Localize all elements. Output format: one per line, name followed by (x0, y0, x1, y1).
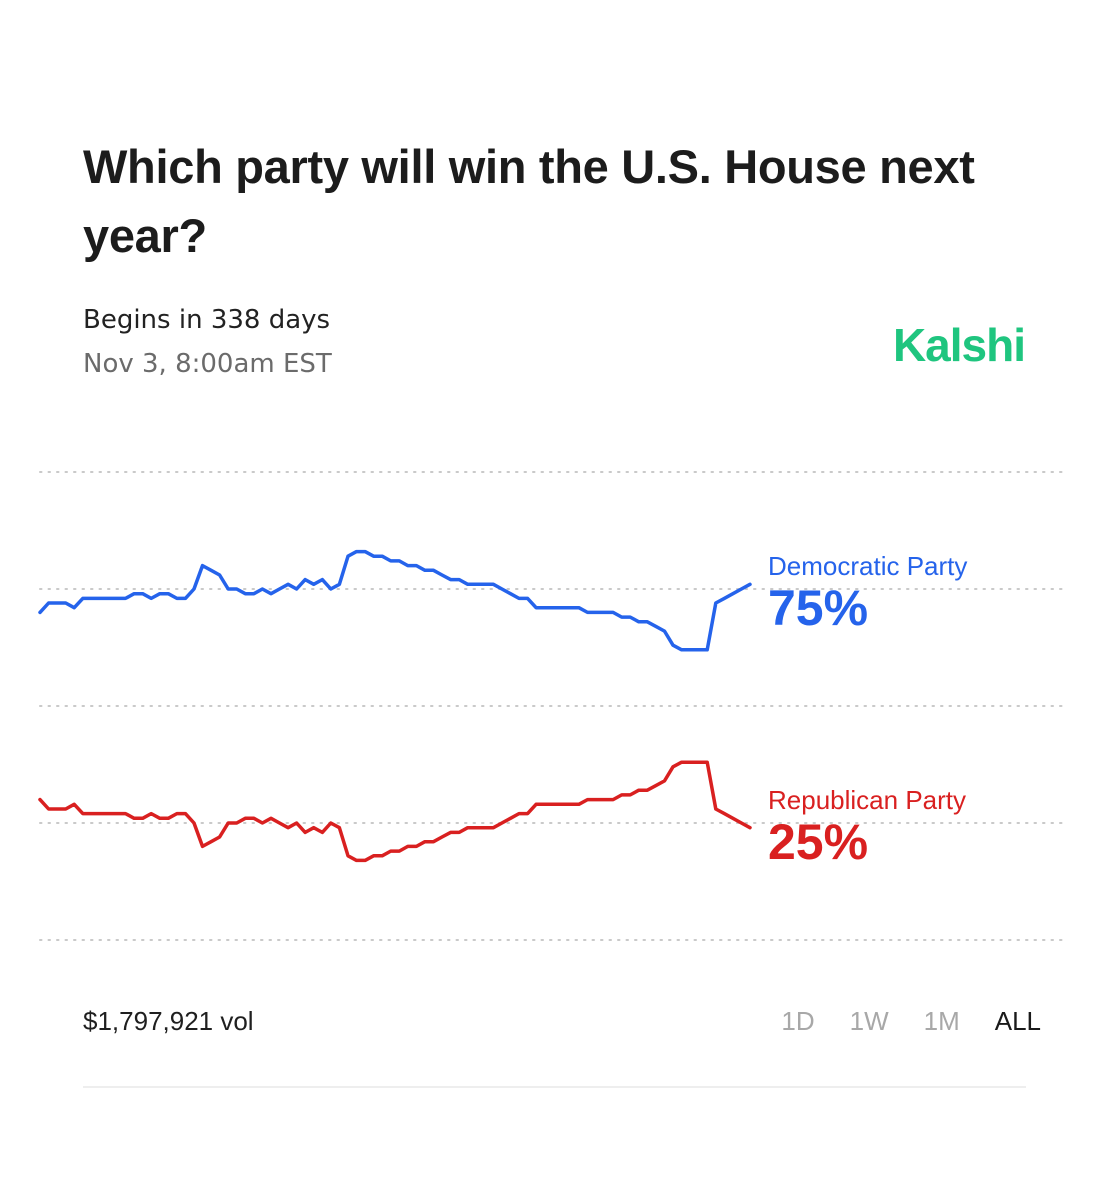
range-all-button[interactable]: ALL (994, 1006, 1041, 1036)
range-1w-button[interactable]: 1W (849, 1006, 889, 1036)
series-line-democratic (38, 549, 752, 652)
event-date: Nov 3, 8:00am EST (83, 349, 332, 379)
kalshi-logo: Kalshi (892, 319, 1026, 371)
bottom-divider (83, 1086, 1026, 1088)
series-name-democratic: Democratic Party (768, 551, 967, 581)
volume-label: $1,797,921 vol (83, 1006, 254, 1036)
series-name-republican: Republican Party (768, 785, 966, 815)
series-percent-republican: 25% (768, 814, 868, 870)
series-line-republican (38, 760, 752, 863)
series-percent-democratic: 75% (768, 580, 868, 636)
begins-countdown: Begins in 338 days (83, 305, 331, 335)
page-title: Which party will win the U.S. House next… (83, 140, 975, 262)
range-1d-button[interactable]: 1D (781, 1006, 815, 1036)
range-1m-button[interactable]: 1M (923, 1006, 960, 1036)
time-range-selector: 1D 1W 1M ALL (781, 1006, 1041, 1037)
